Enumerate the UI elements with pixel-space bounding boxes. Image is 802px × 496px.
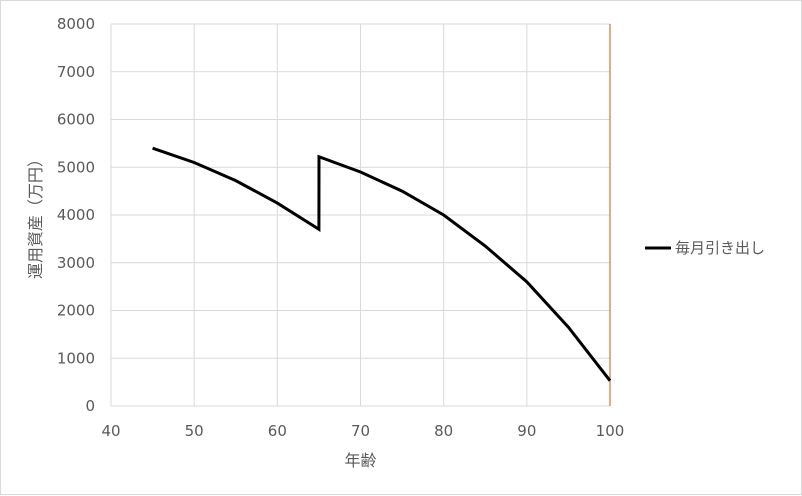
legend-label: 毎月引き出し (675, 239, 765, 257)
x-tick-label: 60 (268, 422, 287, 440)
y-tick-label: 4000 (57, 206, 95, 224)
y-tick-labels: 0 1000 2000 3000 4000 5000 6000 7000 8000 (57, 15, 95, 415)
y-tick-label: 3000 (57, 254, 95, 272)
y-tick-label: 6000 (57, 111, 95, 129)
y-tick-label: 8000 (57, 15, 95, 33)
x-tick-label: 90 (517, 422, 536, 440)
x-tick-label: 50 (185, 422, 204, 440)
y-tick-label: 2000 (57, 302, 95, 320)
y-tick-label: 5000 (57, 158, 95, 176)
x-tick-label: 70 (351, 422, 370, 440)
legend: 毎月引き出し (645, 239, 765, 257)
x-tick-label: 40 (101, 422, 120, 440)
x-tick-labels: 40 50 60 70 80 90 100 (101, 422, 624, 440)
y-axis-title: 運用資産（万円） (26, 151, 45, 279)
y-tick-label: 1000 (57, 349, 95, 367)
y-tick-label: 0 (85, 397, 95, 415)
series-line-0 (152, 146, 612, 382)
x-tick-label: 80 (434, 422, 453, 440)
x-tick-label: 100 (596, 422, 625, 440)
grid-lines (110, 23, 611, 407)
series-lines (152, 146, 612, 382)
y-tick-label: 7000 (57, 63, 95, 81)
x-axis-title: 年齢 (344, 451, 376, 470)
